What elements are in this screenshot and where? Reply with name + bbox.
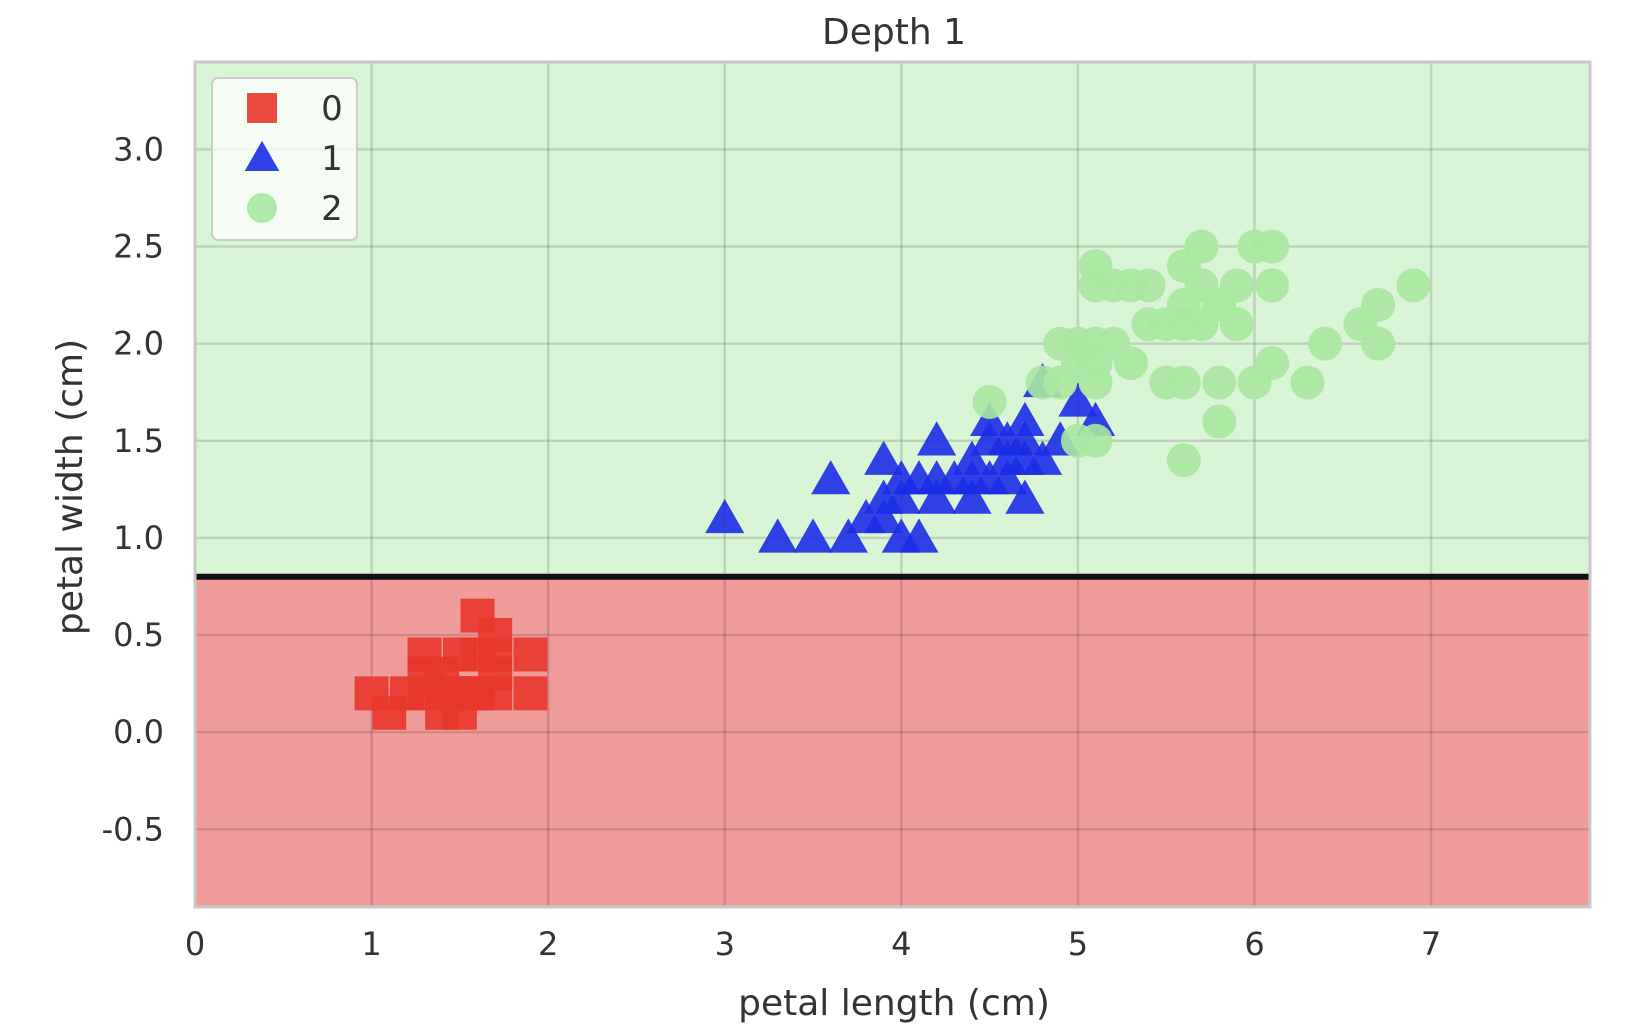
data-point-class-1 bbox=[881, 479, 921, 514]
y-tick-label: -0.5 bbox=[102, 810, 164, 848]
data-point-class-1 bbox=[864, 440, 904, 475]
x-tick-label: 3 bbox=[715, 925, 735, 963]
data-point-class-1 bbox=[811, 460, 851, 495]
data-point-class-2 bbox=[1255, 346, 1290, 381]
legend-marker-0 bbox=[247, 93, 277, 123]
y-tick-label: 2.0 bbox=[113, 325, 164, 363]
plot-border bbox=[193, 60, 1592, 909]
data-point-class-1 bbox=[1005, 479, 1045, 514]
decision-region-0 bbox=[195, 576, 1590, 907]
data-point-class-2 bbox=[1219, 307, 1254, 342]
data-point-class-1 bbox=[987, 460, 1027, 495]
y-tick-label: 2.5 bbox=[113, 228, 164, 266]
data-point-class-2 bbox=[1184, 229, 1219, 264]
data-point-class-1 bbox=[917, 479, 957, 514]
legend-label: 2 bbox=[321, 189, 343, 229]
chart-title: Depth 1 bbox=[822, 12, 966, 53]
data-point-class-2 bbox=[1202, 404, 1237, 439]
data-point-class-1 bbox=[1005, 421, 1045, 456]
x-tick-label: 4 bbox=[891, 925, 911, 963]
data-point-class-2 bbox=[1361, 287, 1396, 322]
data-point-class-2 bbox=[1166, 365, 1201, 400]
data-point-class-2 bbox=[1255, 268, 1290, 303]
x-tick-label: 5 bbox=[1068, 925, 1088, 963]
legend-marker-2 bbox=[247, 193, 277, 223]
data-point-class-1 bbox=[705, 498, 745, 534]
data-point-class-1 bbox=[828, 518, 868, 553]
data-point-class-2 bbox=[1166, 443, 1201, 478]
y-tick-label: 1.0 bbox=[113, 519, 164, 557]
data-point-class-1 bbox=[899, 518, 939, 553]
data-point-class-2 bbox=[1202, 365, 1237, 400]
data-point-class-2 bbox=[1396, 268, 1431, 303]
data-point-class-1 bbox=[1005, 401, 1045, 437]
data-point-class-2 bbox=[1131, 268, 1166, 303]
data-point-class-0 bbox=[513, 676, 548, 711]
y-tick-label: 1.5 bbox=[113, 422, 164, 460]
legend: 0 1 2 bbox=[211, 77, 358, 241]
x-axis-label: petal length (cm) bbox=[738, 983, 1050, 1024]
x-tick-label: 2 bbox=[538, 925, 558, 963]
data-point-class-0 bbox=[513, 637, 548, 672]
x-tick-label: 7 bbox=[1421, 925, 1441, 963]
x-tick-label: 6 bbox=[1244, 925, 1264, 963]
legend-label: 0 bbox=[321, 89, 343, 129]
data-point-class-2 bbox=[1361, 326, 1396, 361]
x-tick-label: 0 bbox=[185, 925, 205, 963]
data-point-class-2 bbox=[1255, 229, 1290, 264]
y-tick-label: 3.0 bbox=[113, 130, 164, 168]
y-axis-label: petal width (cm) bbox=[50, 339, 91, 635]
data-point-class-2 bbox=[1290, 365, 1325, 400]
data-point-class-1 bbox=[793, 518, 833, 553]
legend-label: 1 bbox=[321, 139, 343, 179]
y-tick-label: 0.5 bbox=[113, 616, 164, 654]
data-point-class-1 bbox=[917, 421, 957, 456]
data-point-class-2 bbox=[1308, 326, 1343, 361]
data-point-class-1 bbox=[758, 518, 798, 553]
data-point-class-2 bbox=[972, 384, 1007, 419]
data-point-class-0 bbox=[478, 676, 513, 711]
data-point-class-1 bbox=[864, 498, 904, 534]
y-tick-label: 0.0 bbox=[113, 713, 164, 751]
data-point-class-2 bbox=[1113, 346, 1148, 381]
plot-area bbox=[193, 60, 1592, 909]
data-point-class-0 bbox=[478, 618, 513, 653]
data-point-class-2 bbox=[1078, 423, 1113, 458]
data-point-class-1 bbox=[1058, 382, 1098, 417]
data-point-class-1 bbox=[952, 440, 992, 475]
data-point-class-2 bbox=[1219, 268, 1254, 303]
x-tick-label: 1 bbox=[361, 925, 381, 963]
data-point-class-2 bbox=[1043, 326, 1078, 361]
legend-marker-1 bbox=[244, 140, 280, 171]
data-point-class-1 bbox=[1023, 440, 1063, 475]
data-point-class-1 bbox=[952, 479, 992, 514]
